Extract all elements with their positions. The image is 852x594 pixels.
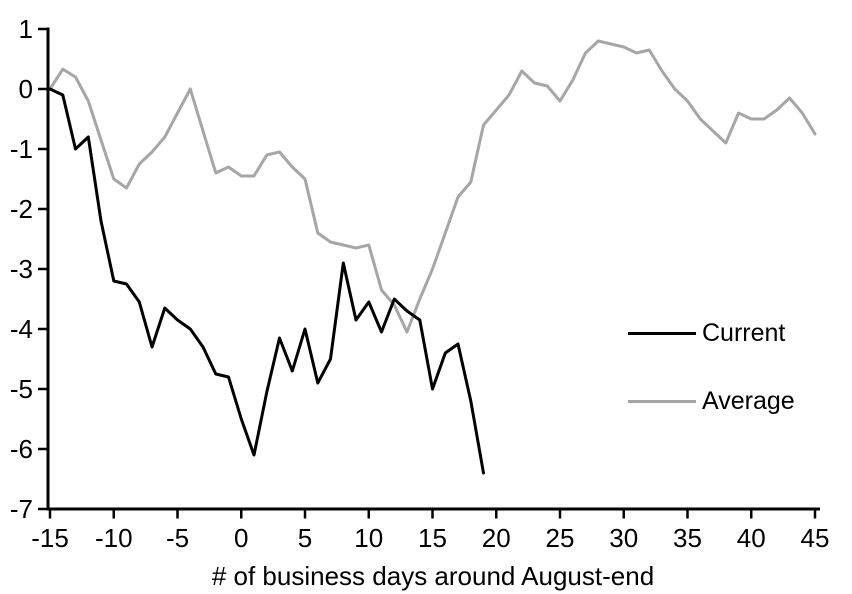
legend-item-current: Current	[628, 318, 795, 347]
legend-label-average: Average	[702, 386, 795, 415]
y-tick-label-0: 0	[19, 74, 33, 104]
current-series-line	[48, 87, 485, 475]
average-line-swatch	[628, 399, 696, 403]
x-tick-label-0: 0	[234, 523, 248, 553]
x-tick-label-5: 5	[298, 523, 312, 553]
x-tick-label-45: 45	[801, 523, 830, 553]
x-tick-label-40: 40	[737, 523, 766, 553]
y-tick-label--6: -6	[10, 434, 33, 464]
y-tick-label--3: -3	[10, 254, 33, 284]
x-axis-title: # of business days around August-end	[211, 561, 655, 591]
current-line-swatch	[628, 331, 696, 335]
x-tick-label-35: 35	[673, 523, 702, 553]
y-tick-label--5: -5	[10, 374, 33, 404]
x-tick-label-10: 10	[354, 523, 383, 553]
legend: Current Average	[628, 318, 795, 415]
x-tick-label-20: 20	[482, 523, 511, 553]
y-tick-label--7: -7	[10, 494, 33, 524]
y-tick-label--1: -1	[10, 134, 33, 164]
y-tick-label--2: -2	[10, 194, 33, 224]
x-tick-label-15: 15	[418, 523, 447, 553]
y-tick-label-1: 1	[19, 14, 33, 44]
x-tick-label--15: -15	[31, 523, 69, 553]
x-tick-label-30: 30	[609, 523, 638, 553]
legend-item-average: Average	[628, 386, 795, 415]
x-tick-label--5: -5	[166, 523, 189, 553]
y-tick-label--4: -4	[10, 314, 33, 344]
average-series-line	[48, 39, 817, 334]
x-tick-label--10: -10	[95, 523, 133, 553]
legend-label-current: Current	[702, 318, 786, 347]
x-tick-label-25: 25	[546, 523, 575, 553]
